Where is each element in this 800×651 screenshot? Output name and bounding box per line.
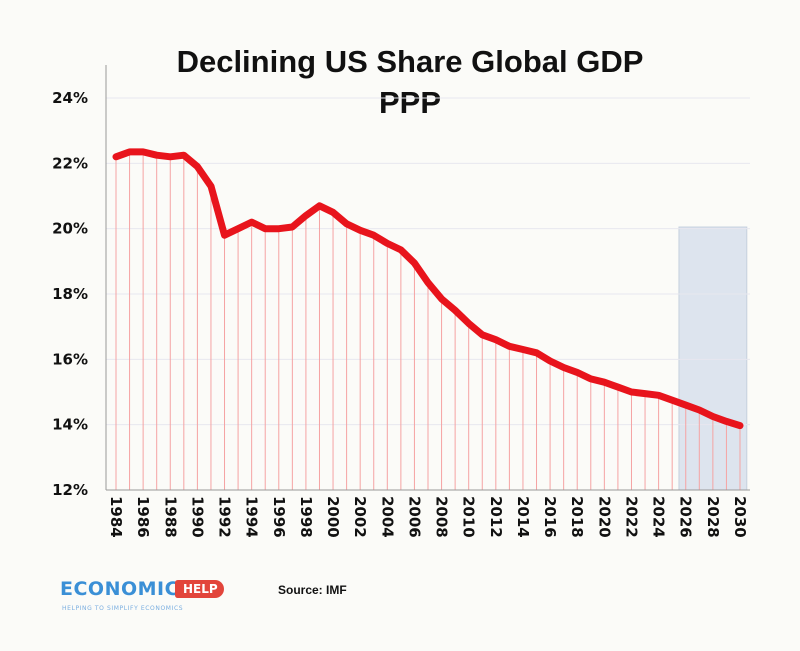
- y-tick-label: 18%: [52, 285, 88, 303]
- x-tick-label: 2000: [324, 496, 342, 538]
- y-tick-label: 14%: [52, 416, 88, 434]
- x-tick-label: 2004: [378, 496, 396, 538]
- x-tick-label: 1994: [243, 496, 261, 538]
- plot-area: 12% 14% 16% 18% 20% 22% 24% 1984 1986 1988 1990 199…: [52, 65, 750, 538]
- logo-tag: HELP: [175, 580, 224, 598]
- x-tick-label: 2008: [433, 496, 451, 538]
- x-tick-label: 1990: [188, 496, 206, 538]
- chart-title-line2: PPP: [379, 85, 441, 120]
- y-tick-label: 24%: [52, 89, 88, 107]
- x-tick-label: 1984: [107, 496, 125, 538]
- y-tick-label: 16%: [52, 350, 88, 368]
- series-line-us-share: [112, 148, 744, 430]
- x-tick-label: 2024: [650, 496, 668, 538]
- x-tick-label: 2012: [487, 496, 505, 538]
- source-note: Source: IMF: [278, 583, 347, 597]
- x-tick-label: 2022: [622, 496, 640, 538]
- x-tick-label: 2028: [704, 496, 722, 538]
- x-tick-label: 1988: [161, 496, 179, 538]
- y-tick-label: 20%: [52, 220, 88, 238]
- x-tick-label: 2018: [568, 496, 586, 538]
- x-tick-label: 1998: [297, 496, 315, 538]
- x-tick-label: 1986: [134, 496, 152, 538]
- x-tick-label: 2002: [351, 496, 369, 538]
- x-tick-label: 2014: [514, 496, 532, 538]
- chart-title-line1: Declining US Share Global GDP: [177, 44, 644, 79]
- x-tick-label: 2016: [541, 496, 559, 538]
- x-tick-label: 2020: [595, 496, 613, 538]
- y-tick-label: 12%: [52, 481, 88, 499]
- logo-main-text: ECONOMICS: [60, 578, 194, 600]
- x-tick-label: 2010: [460, 496, 478, 538]
- x-tick-label: 1996: [270, 496, 288, 538]
- economics-help-logo: ECONOMICS HELP HELPING TO SIMPLIFY ECONO…: [60, 578, 230, 618]
- x-tick-label: 2006: [405, 496, 423, 538]
- x-tick-label: 2030: [731, 496, 749, 538]
- x-tick-label: 1992: [216, 496, 234, 538]
- x-tick-label: 2026: [677, 496, 695, 538]
- logo-subtitle: HELPING TO SIMPLIFY ECONOMICS: [62, 605, 184, 612]
- y-tick-label: 22%: [52, 154, 88, 172]
